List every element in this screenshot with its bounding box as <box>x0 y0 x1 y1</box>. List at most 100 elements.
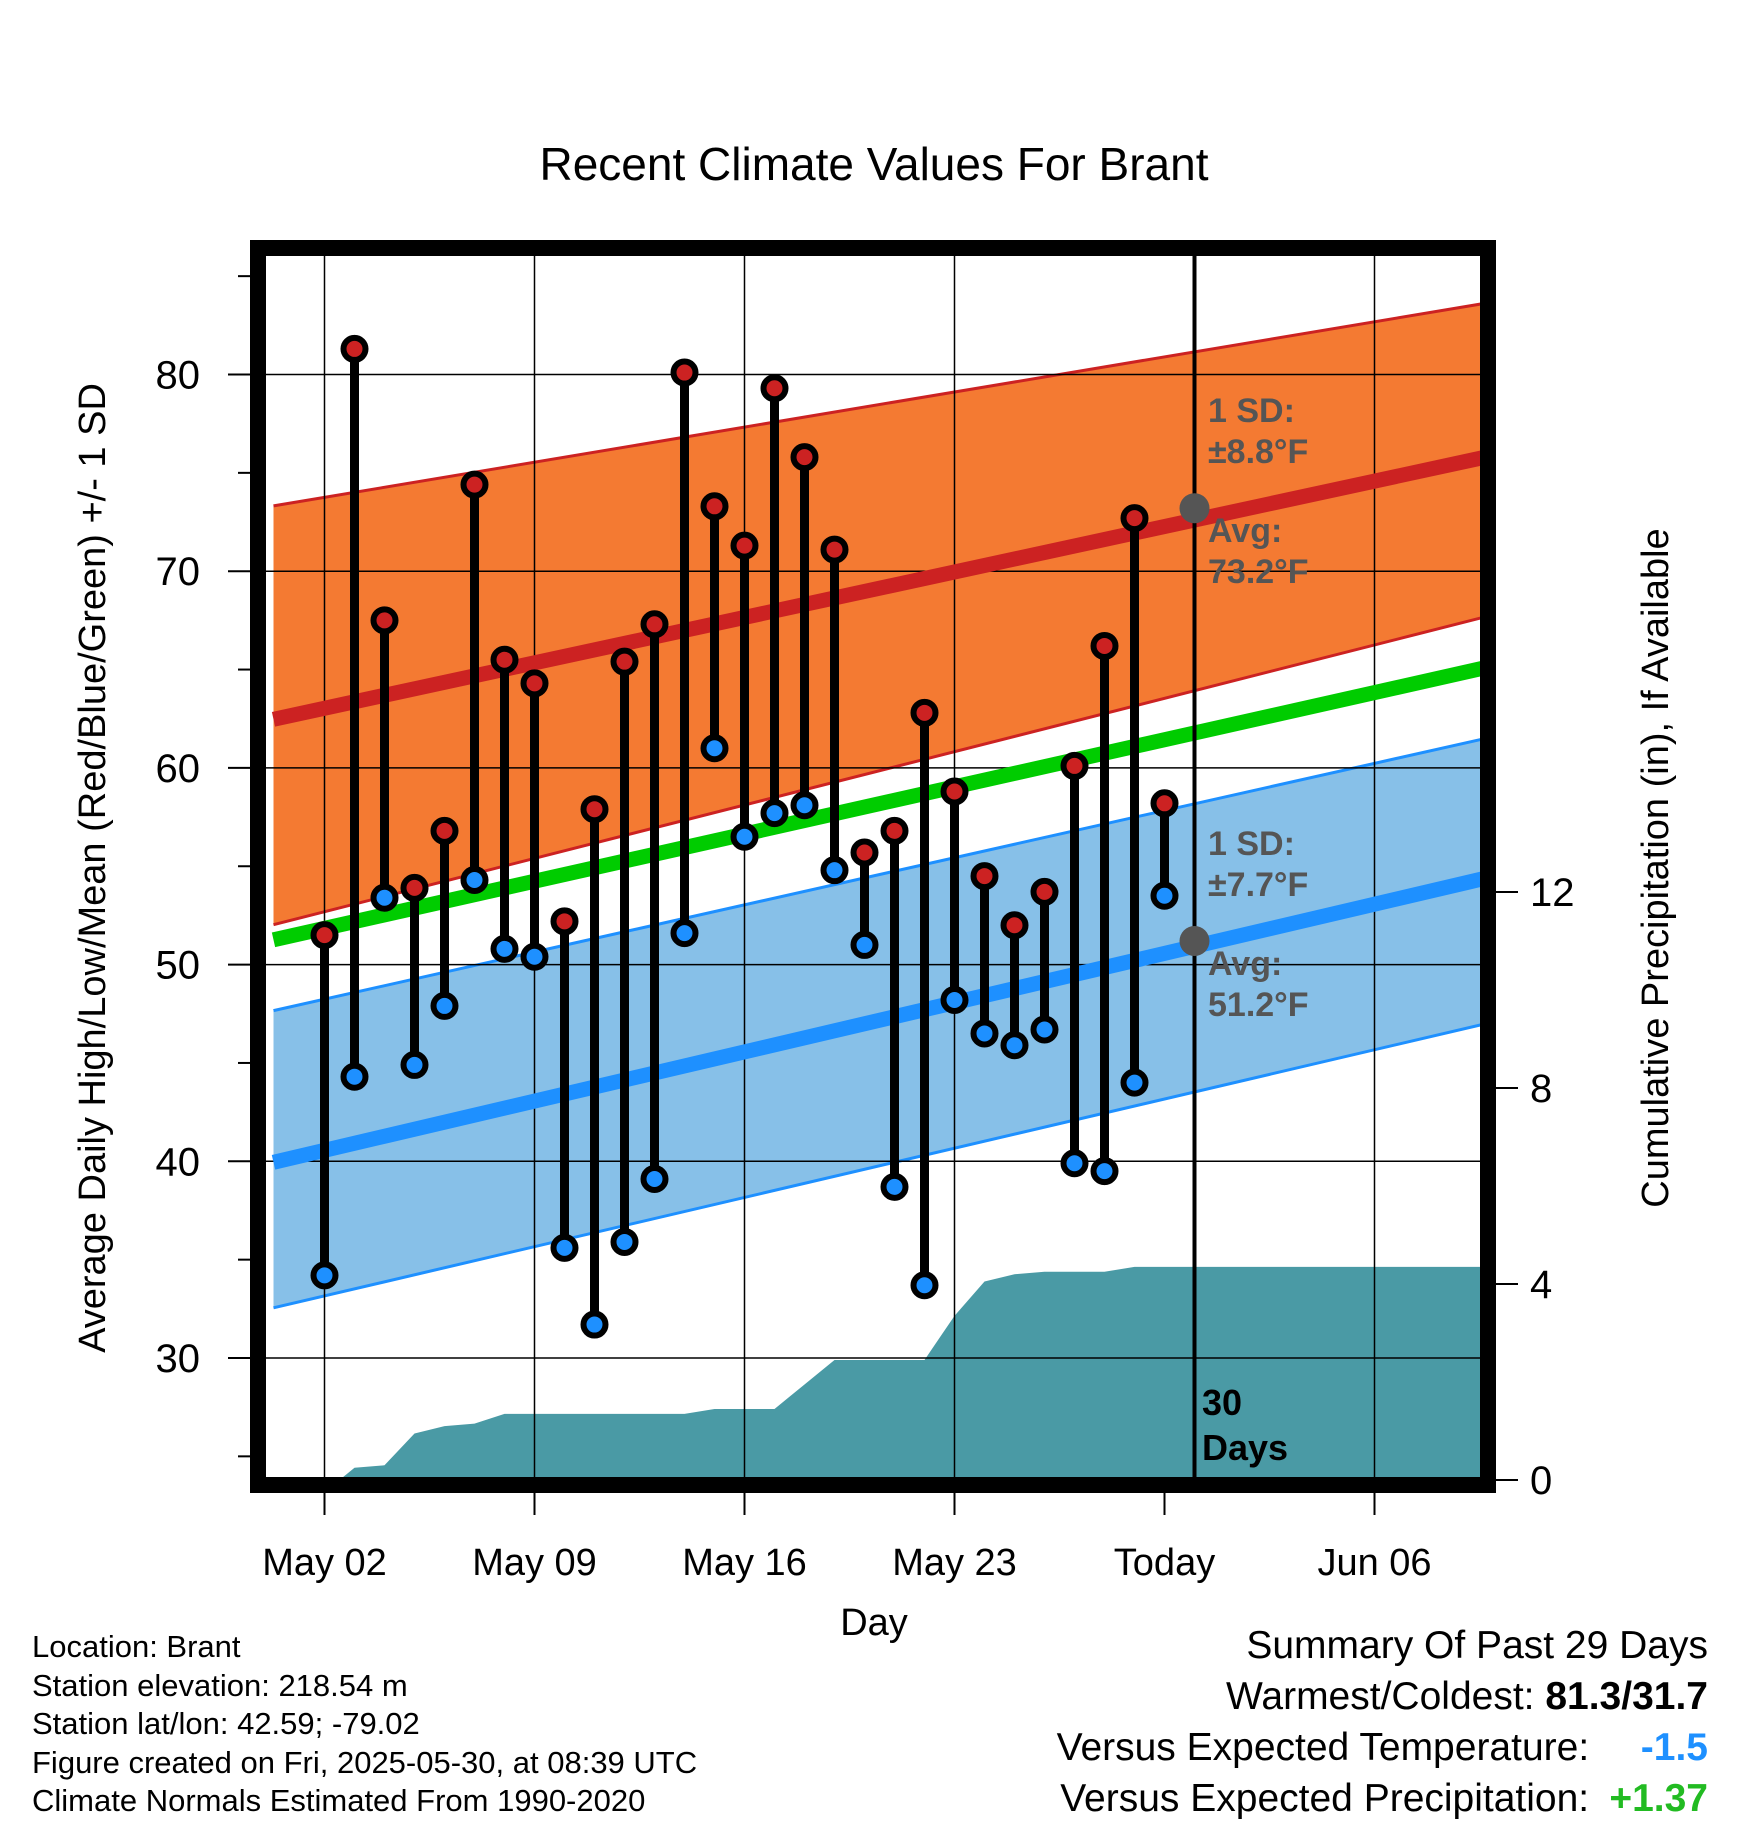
x-tick-label: May 02 <box>262 1542 387 1584</box>
y2-tick-label: 12 <box>1530 871 1575 915</box>
latlon-text: Station lat/lon: 42.59; -79.02 <box>32 1706 420 1741</box>
x-tick-label: Jun 06 <box>1317 1542 1431 1584</box>
daily-low-point <box>970 1019 999 1048</box>
daily-low-point <box>310 1261 339 1290</box>
daily-high-point <box>1030 877 1059 906</box>
daily-low-point <box>1030 1015 1059 1044</box>
daily-high-point <box>850 838 879 867</box>
high-sd-value: ±8.8°F <box>1208 433 1308 471</box>
summary-panel: Summary Of Past 29 Days Warmest/Coldest:… <box>1057 1620 1708 1824</box>
y2-tick-label: 4 <box>1530 1263 1552 1307</box>
daily-low-point <box>1060 1149 1089 1178</box>
warm-cold-value: 81.3/31.7 <box>1545 1675 1708 1718</box>
normal-low-line <box>271 869 1488 1170</box>
daily-high-point <box>670 358 699 387</box>
normals-text: Climate Normals Estimated From 1990-2020 <box>32 1783 646 1818</box>
daily-high-point <box>1120 504 1149 533</box>
x-tick-label: May 23 <box>892 1542 1017 1584</box>
summary-warm-cold: Warmest/Coldest: 81.3/31.7 <box>1057 1671 1708 1722</box>
daily-high-point <box>610 647 639 676</box>
elevation-text: Station elevation: 218.54 m <box>32 1667 408 1703</box>
y2-axis-label: Cumulative Precipitation (in), If Availa… <box>1635 528 1677 1207</box>
summary-temp: Versus Expected Temperature: -1.5 <box>1057 1722 1708 1773</box>
daily-high-point <box>400 873 429 902</box>
daily-low-point <box>1150 881 1179 910</box>
low-avg-value: 51.2°F <box>1208 986 1309 1024</box>
daily-low-point <box>1000 1031 1029 1060</box>
daily-low-point <box>760 799 789 828</box>
daily-high-point <box>730 531 759 560</box>
daily-high-point <box>880 816 909 845</box>
daily-high-point <box>760 374 789 403</box>
daily-high-point <box>520 669 549 698</box>
summary-title: Summary Of Past 29 Days <box>1246 1624 1708 1667</box>
precip-area <box>339 1266 1488 1480</box>
normal-mean-line <box>271 659 1488 948</box>
today-high-avg-marker <box>1179 493 1210 524</box>
window-days-label: Days <box>1202 1427 1288 1468</box>
daily-high-point <box>1150 789 1179 818</box>
summary-precip: Versus Expected Precipitation: +1.37 <box>1057 1773 1708 1824</box>
low-avg-label: Avg: <box>1208 945 1282 983</box>
daily-high-point <box>370 606 399 635</box>
daily-high-point <box>970 862 999 891</box>
daily-low-point <box>820 856 849 885</box>
daily-high-point <box>340 334 369 363</box>
daily-high-point <box>700 492 729 521</box>
daily-high-point <box>940 777 969 806</box>
warm-cold-label: Warmest/Coldest: <box>1226 1675 1535 1718</box>
y-tick-label: 70 <box>156 550 201 594</box>
daily-low-point <box>910 1271 939 1300</box>
x-axis-label: Day <box>840 1602 908 1644</box>
daily-low-point <box>550 1233 579 1262</box>
y2-tick-label: 8 <box>1530 1067 1552 1111</box>
high-sd-band <box>273 302 1488 925</box>
daily-low-point <box>790 791 819 820</box>
daily-low-point <box>640 1165 669 1194</box>
x-tick-label: Today <box>1114 1542 1215 1584</box>
daily-low-point <box>700 734 729 763</box>
low-sd-label: 1 SD: <box>1208 825 1295 863</box>
y-tick-label: 50 <box>156 944 201 988</box>
daily-high-point <box>310 921 339 950</box>
daily-low-point <box>1090 1157 1119 1186</box>
y-tick-label: 40 <box>156 1140 201 1184</box>
x-tick-label: May 09 <box>472 1542 597 1584</box>
high-sd-label: 1 SD: <box>1208 392 1295 430</box>
daily-low-point <box>1120 1068 1149 1097</box>
daily-low-point <box>610 1227 639 1256</box>
low-sd-lower-line <box>273 1021 1488 1310</box>
station-info: Location: Brant Station elevation: 218.5… <box>32 1628 697 1821</box>
y-tick-label: 80 <box>156 354 201 398</box>
daily-high-point <box>820 535 849 564</box>
daily-high-point <box>550 907 579 936</box>
y-axis-label: Average Daily High/Low/Mean (Red/Blue/Gr… <box>72 383 114 1353</box>
daily-high-point <box>460 470 489 499</box>
low-sd-value: ±7.7°F <box>1208 866 1308 904</box>
window-days-number: 30 <box>1202 1382 1242 1423</box>
daily-low-point <box>370 883 399 912</box>
daily-low-point <box>730 822 759 851</box>
daily-low-point <box>400 1050 429 1079</box>
daily-low-point <box>490 934 519 963</box>
daily-high-point <box>640 610 669 639</box>
plot-frame <box>250 240 1496 1493</box>
high-avg-label: Avg: <box>1208 512 1282 550</box>
daily-high-point <box>1060 751 1089 780</box>
daily-low-point <box>460 866 489 895</box>
daily-low-point <box>850 930 879 959</box>
y-tick-label: 30 <box>156 1337 201 1381</box>
daily-high-point <box>1000 911 1029 940</box>
today-low-avg-marker <box>1179 925 1210 956</box>
daily-low-point <box>520 942 549 971</box>
created-text: Figure created on Fri, 2025-05-30, at 08… <box>32 1744 698 1780</box>
plot-clip-group <box>258 248 1488 1485</box>
high-avg-value: 73.2°F <box>1208 553 1309 591</box>
daily-low-point <box>340 1062 369 1091</box>
daily-low-point <box>880 1172 909 1201</box>
y2-tick-label: 0 <box>1530 1459 1552 1503</box>
temp-label: Versus Expected Temperature: <box>1056 1726 1590 1769</box>
chart-title: Recent Climate Values For Brant <box>540 138 1209 190</box>
